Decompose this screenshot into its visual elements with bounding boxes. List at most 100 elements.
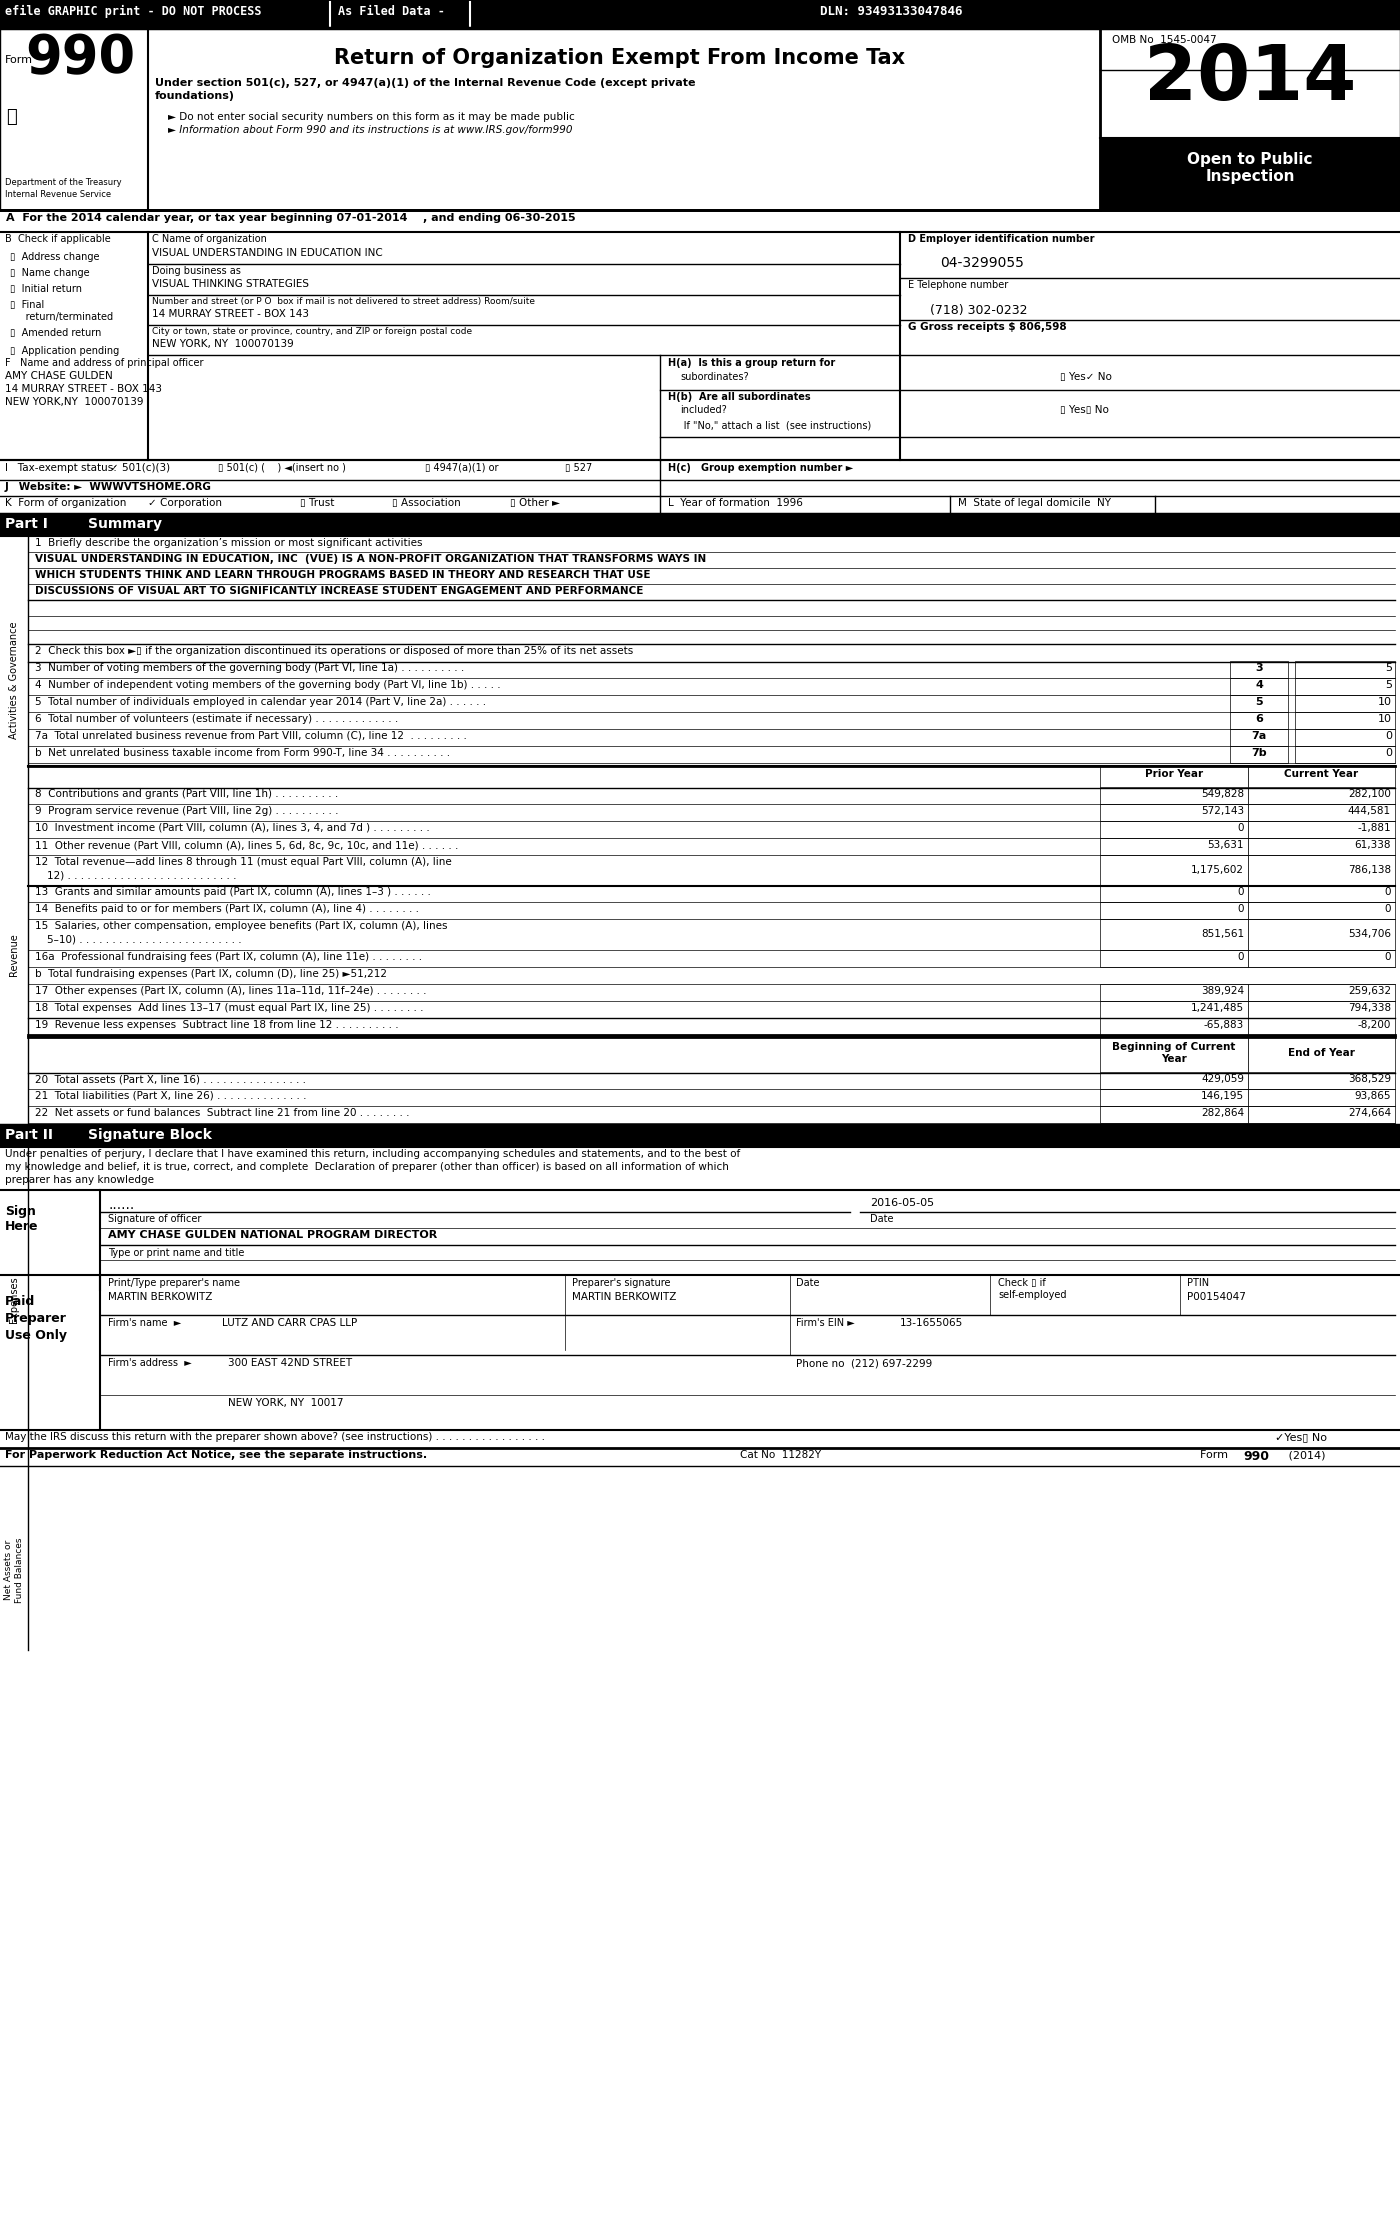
Text: ✓ Corporation: ✓ Corporation — [148, 498, 223, 509]
Bar — [1100, 1106, 1247, 1122]
Text: 7a: 7a — [1252, 730, 1267, 741]
Text: Part II: Part II — [6, 1129, 53, 1142]
Bar — [1100, 903, 1247, 918]
Text: 22  Net assets or fund balances  Subtract line 21 from line 20 . . . . . . . .: 22 Net assets or fund balances Subtract … — [35, 1109, 409, 1118]
Text: 04-3299055: 04-3299055 — [939, 257, 1023, 270]
Text: 3: 3 — [1256, 664, 1263, 673]
Text: J   Website: ►  WWWVTSHOME.ORG: J Website: ► WWWVTSHOME.ORG — [6, 482, 211, 491]
Text: 1,241,485: 1,241,485 — [1191, 1002, 1245, 1014]
Bar — [1247, 885, 1394, 903]
Bar — [0, 210, 1400, 232]
Bar — [1247, 839, 1394, 854]
Text: 10  Investment income (Part VIII, column (A), lines 3, 4, and 7d ) . . . . . . .: 10 Investment income (Part VIII, column … — [35, 823, 430, 832]
Text: Paid: Paid — [6, 1295, 35, 1308]
Text: Part I: Part I — [6, 518, 48, 531]
Text: 274,664: 274,664 — [1348, 1109, 1392, 1118]
Text: ▯ Trust: ▯ Trust — [300, 498, 335, 509]
Text: Open to Public
Inspection: Open to Public Inspection — [1187, 153, 1313, 184]
Text: subordinates?: subordinates? — [680, 372, 749, 383]
Text: ► Do not enter social security numbers on this form as it may be made public: ► Do not enter social security numbers o… — [168, 113, 575, 122]
Text: 9  Program service revenue (Part VIII, line 2g) . . . . . . . . . .: 9 Program service revenue (Part VIII, li… — [35, 806, 339, 817]
Text: 61,338: 61,338 — [1355, 841, 1392, 850]
Text: 990: 990 — [25, 31, 136, 84]
Text: b  Net unrelated business taxable income from Form 990-T, line 34 . . . . . . . : b Net unrelated business taxable income … — [35, 748, 451, 759]
Bar — [1100, 854, 1247, 885]
Text: Type or print name and title: Type or print name and title — [108, 1248, 245, 1257]
Text: May the IRS discuss this return with the preparer shown above? (see instructions: May the IRS discuss this return with the… — [6, 1432, 545, 1443]
Text: Net Assets or
Fund Balances: Net Assets or Fund Balances — [4, 1538, 24, 1602]
Text: WHICH STUDENTS THINK AND LEARN THROUGH PROGRAMS BASED IN THEORY AND RESEARCH THA: WHICH STUDENTS THINK AND LEARN THROUGH P… — [35, 571, 651, 580]
Text: 444,581: 444,581 — [1348, 806, 1392, 817]
Text: (2014): (2014) — [1285, 1450, 1326, 1461]
Bar — [1247, 949, 1394, 967]
Text: 0: 0 — [1385, 887, 1392, 896]
Text: Cat No  11282Y: Cat No 11282Y — [741, 1450, 822, 1461]
Text: 0: 0 — [1238, 952, 1245, 963]
Text: ▯ 527: ▯ 527 — [566, 463, 592, 474]
Text: If "No," attach a list  (see instructions): If "No," attach a list (see instructions… — [668, 420, 871, 429]
Text: 17  Other expenses (Part IX, column (A), lines 11a–11d, 11f–24e) . . . . . . . .: 17 Other expenses (Part IX, column (A), … — [35, 987, 427, 996]
Text: 11  Other revenue (Part VIII, column (A), lines 5, 6d, 8c, 9c, 10c, and 11e) . .: 11 Other revenue (Part VIII, column (A),… — [35, 841, 458, 850]
Bar — [1100, 803, 1247, 821]
Text: 10: 10 — [1378, 697, 1392, 706]
Text: 794,338: 794,338 — [1348, 1002, 1392, 1014]
Text: Number and street (or P O  box if mail is not delivered to street address) Room/: Number and street (or P O box if mail is… — [153, 297, 535, 305]
Text: D Employer identification number: D Employer identification number — [909, 235, 1095, 243]
Bar — [1100, 1000, 1247, 1018]
Text: 6  Total number of volunteers (estimate if necessary) . . . . . . . . . . . . .: 6 Total number of volunteers (estimate i… — [35, 715, 398, 724]
Bar — [0, 513, 1400, 536]
Text: Firm's name  ►: Firm's name ► — [108, 1319, 181, 1328]
Text: AMY CHASE GULDEN NATIONAL PROGRAM DIRECTOR: AMY CHASE GULDEN NATIONAL PROGRAM DIRECT… — [108, 1230, 437, 1239]
Bar — [1100, 29, 1400, 210]
Text: 282,864: 282,864 — [1201, 1109, 1245, 1118]
Text: 8  Contributions and grants (Part VIII, line 1h) . . . . . . . . . .: 8 Contributions and grants (Part VIII, l… — [35, 790, 339, 799]
Text: VISUAL UNDERSTANDING IN EDUCATION INC: VISUAL UNDERSTANDING IN EDUCATION INC — [153, 248, 382, 259]
Text: MARTIN BERKOWITZ: MARTIN BERKOWITZ — [573, 1292, 676, 1301]
Bar — [1247, 1018, 1394, 1036]
Text: 21  Total liabilities (Part X, line 26) . . . . . . . . . . . . . .: 21 Total liabilities (Part X, line 26) .… — [35, 1091, 307, 1102]
Bar — [1247, 918, 1394, 949]
Text: E Telephone number: E Telephone number — [909, 281, 1008, 290]
Text: 2014: 2014 — [1144, 42, 1357, 115]
Bar — [1247, 1106, 1394, 1122]
Text: 368,529: 368,529 — [1348, 1073, 1392, 1084]
Text: 15  Salaries, other compensation, employee benefits (Part IX, column (A), lines: 15 Salaries, other compensation, employe… — [35, 921, 448, 932]
Bar — [1295, 662, 1394, 677]
Text: 786,138: 786,138 — [1348, 865, 1392, 874]
Text: Phone no  (212) 697-2299: Phone no (212) 697-2299 — [797, 1359, 932, 1368]
Text: Firm's EIN ►: Firm's EIN ► — [797, 1319, 855, 1328]
Text: 7b: 7b — [1252, 748, 1267, 759]
Text: 851,561: 851,561 — [1201, 929, 1245, 938]
Bar — [1100, 885, 1247, 903]
Text: ▯ Other ►: ▯ Other ► — [510, 498, 560, 509]
Text: 282,100: 282,100 — [1348, 790, 1392, 799]
Text: Under penalties of perjury, I declare that I have examined this return, includin: Under penalties of perjury, I declare th… — [6, 1149, 741, 1160]
Text: 93,865: 93,865 — [1355, 1091, 1392, 1102]
Text: Form: Form — [6, 55, 34, 64]
Bar — [0, 0, 1400, 29]
Text: Prior Year: Prior Year — [1145, 768, 1203, 779]
Text: Here: Here — [6, 1219, 39, 1233]
Text: Internal Revenue Service: Internal Revenue Service — [6, 190, 111, 199]
Text: 4: 4 — [1254, 679, 1263, 690]
Text: return/terminated: return/terminated — [10, 312, 113, 323]
Text: 1  Briefly describe the organization’s mission or most significant activities: 1 Briefly describe the organization’s mi… — [35, 538, 423, 549]
Bar — [1100, 839, 1247, 854]
Bar — [1247, 803, 1394, 821]
Text: I   Tax-exempt status:: I Tax-exempt status: — [6, 463, 116, 474]
Text: Current Year: Current Year — [1284, 768, 1358, 779]
Text: 5–10) . . . . . . . . . . . . . . . . . . . . . . . . .: 5–10) . . . . . . . . . . . . . . . . . … — [48, 934, 242, 945]
Text: 3  Number of voting members of the governing body (Part VI, line 1a) . . . . . .: 3 Number of voting members of the govern… — [35, 664, 465, 673]
Text: (718) 302-0232: (718) 302-0232 — [930, 303, 1028, 316]
Text: Preparer: Preparer — [6, 1312, 67, 1326]
Text: 534,706: 534,706 — [1348, 929, 1392, 938]
Text: 12) . . . . . . . . . . . . . . . . . . . . . . . . . .: 12) . . . . . . . . . . . . . . . . . . … — [48, 870, 237, 881]
Text: H(c)   Group exemption number ►: H(c) Group exemption number ► — [668, 463, 853, 474]
Bar — [1100, 766, 1247, 788]
Bar — [1100, 985, 1247, 1000]
Text: b  Total fundraising expenses (Part IX, column (D), line 25) ►51,212: b Total fundraising expenses (Part IX, c… — [35, 969, 386, 978]
Bar — [1231, 677, 1288, 695]
Text: ▯  Address change: ▯ Address change — [10, 252, 99, 261]
Text: 572,143: 572,143 — [1201, 806, 1245, 817]
Bar — [1231, 746, 1288, 763]
